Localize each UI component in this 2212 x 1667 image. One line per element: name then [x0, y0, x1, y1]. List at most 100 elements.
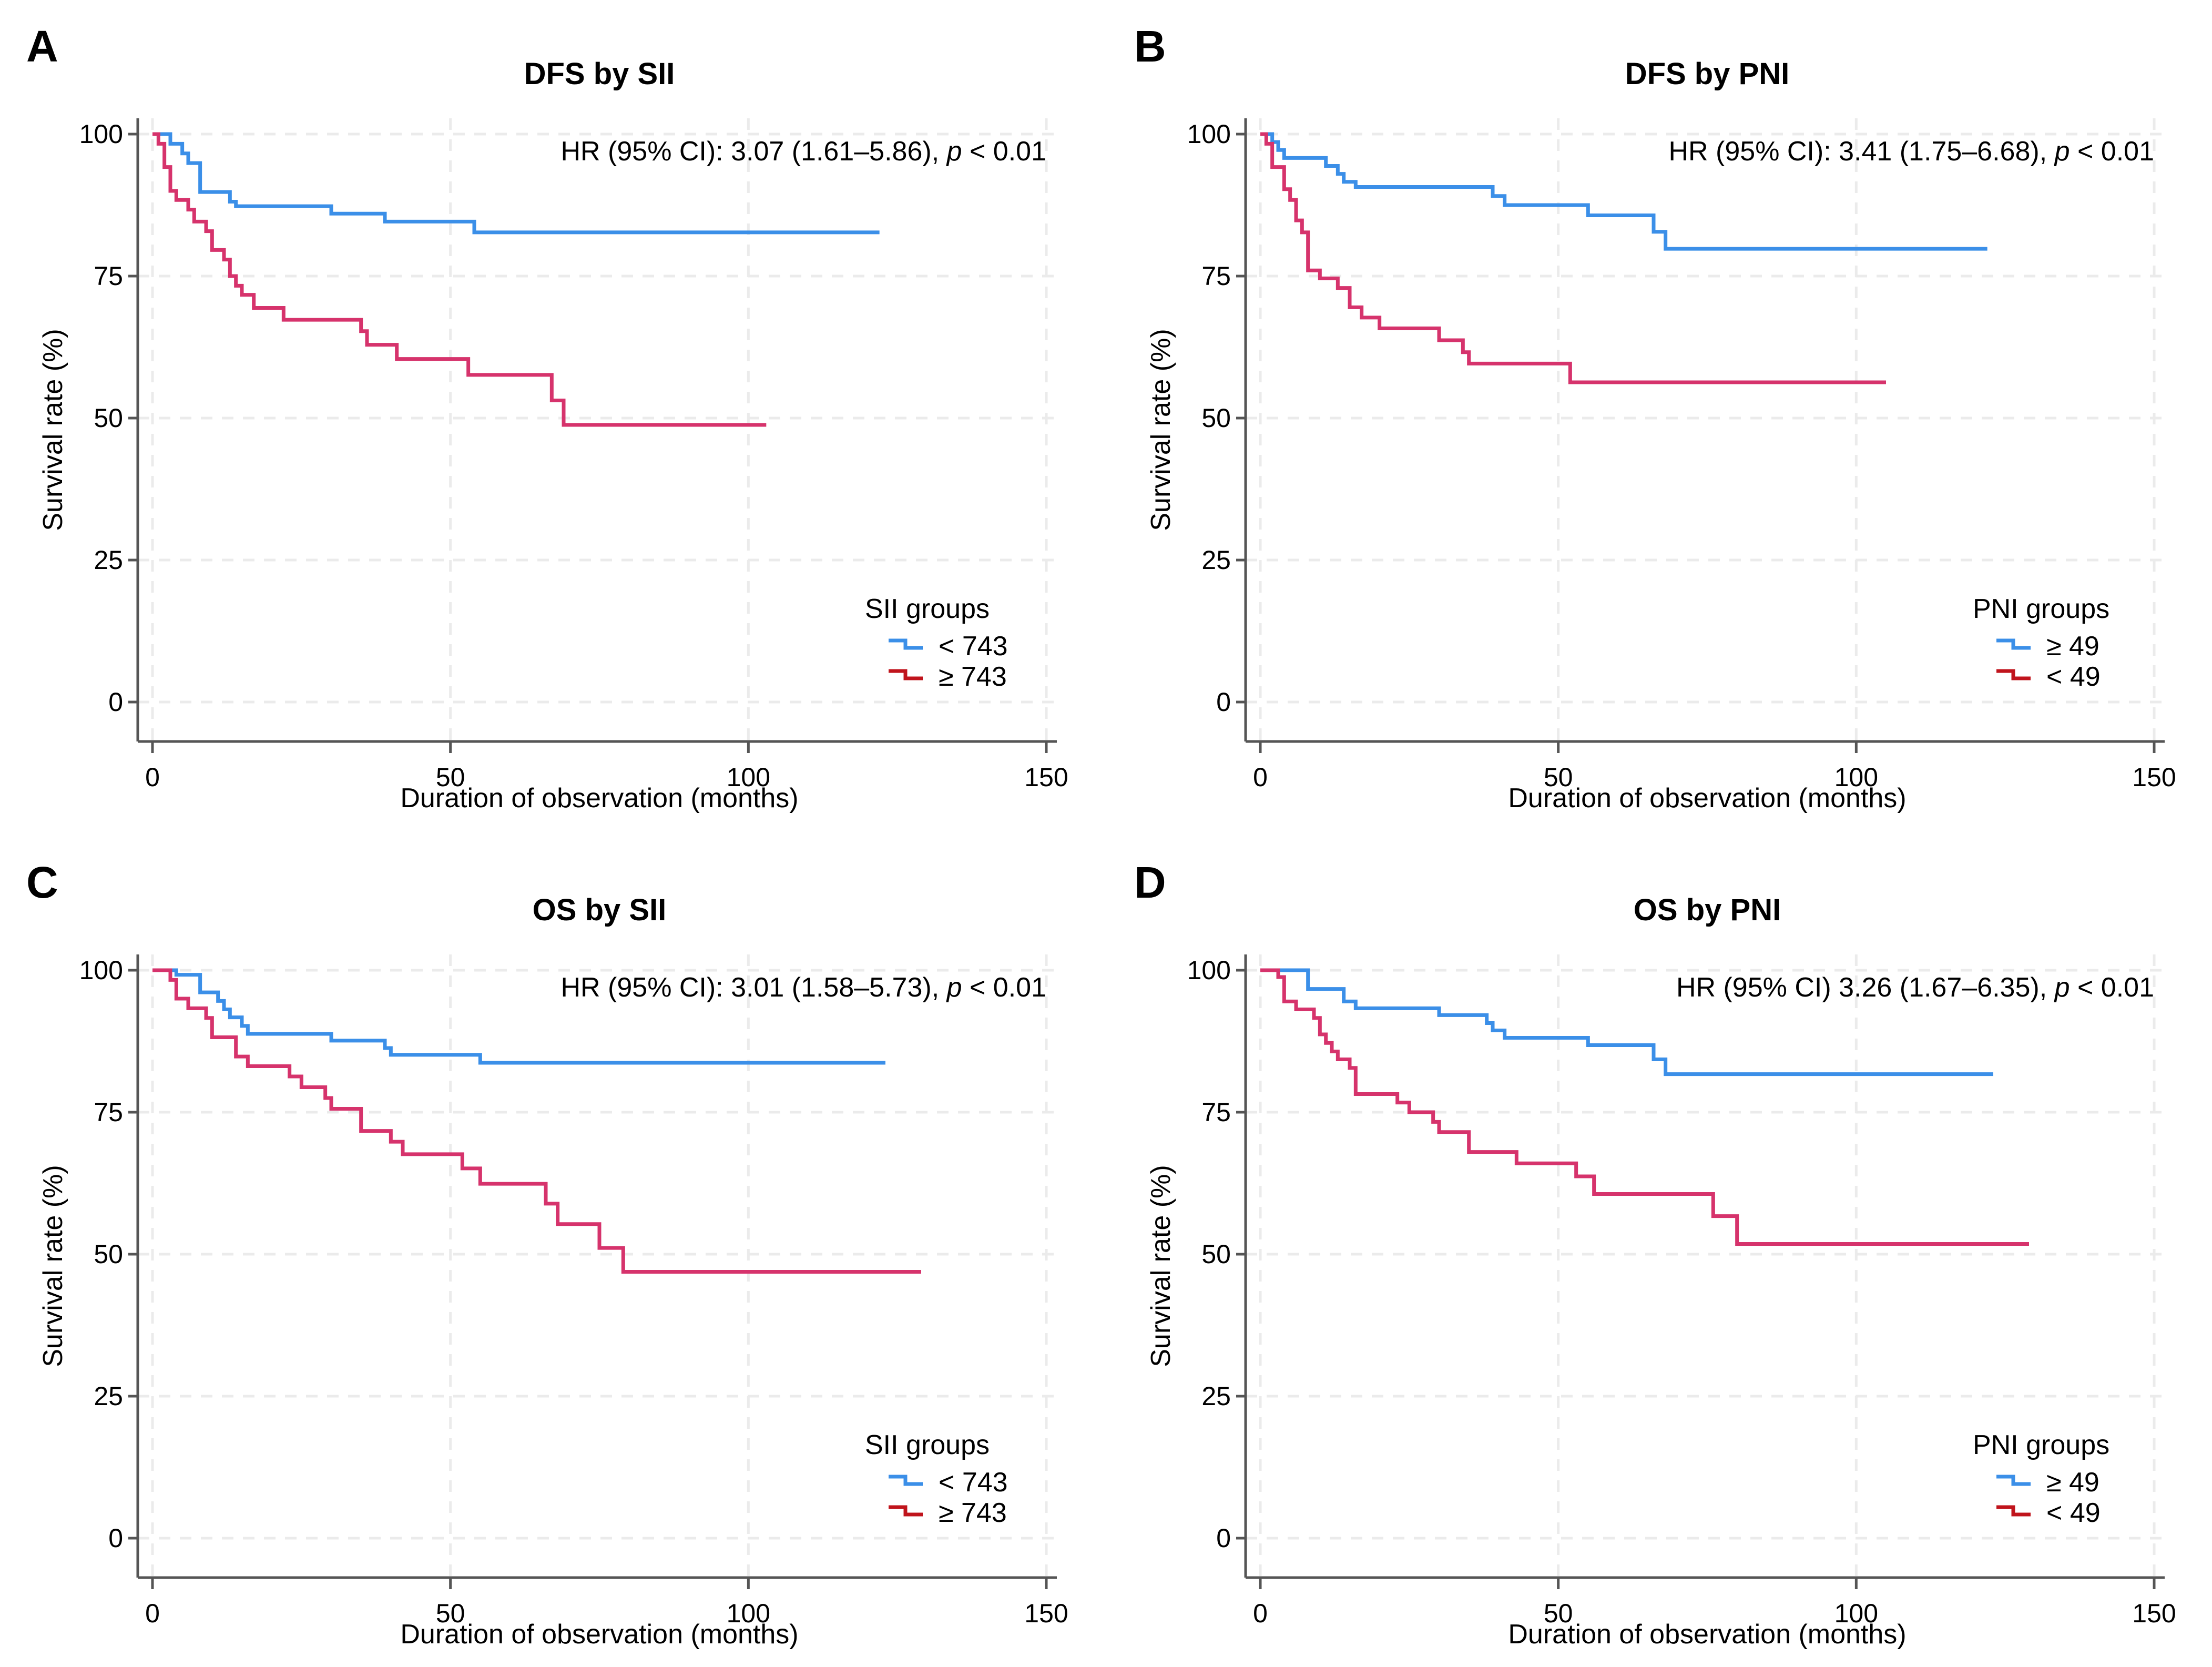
legend: PNI groups ≥ 49< 49 — [1973, 594, 2109, 692]
y-tick-label: 100 — [79, 956, 123, 985]
x-axis-label: Duration of observation (months) — [400, 783, 798, 814]
legend-label: < 49 — [2046, 662, 2101, 692]
y-tick-label: 0 — [1216, 687, 1231, 717]
hr-annotation: HR (95% CI): 3.01 (1.58–5.73), p < 0.01 — [560, 972, 1046, 1003]
hr-text: HR (95% CI): 3.41 (1.75–6.68), — [1668, 136, 2054, 167]
y-tick-label: 25 — [94, 1381, 123, 1411]
hr-p-value: < 0.01 — [2070, 136, 2154, 167]
panel-letter: C — [26, 858, 58, 907]
x-axis-label: Duration of observation (months) — [1508, 783, 1906, 814]
km-curve-high-risk — [152, 132, 767, 427]
hr-annotation: HR (95% CI) 3.26 (1.67–6.35), p < 0.01 — [1676, 972, 2154, 1003]
x-tick-label: 50 — [1544, 763, 1573, 792]
y-axis-label: Survival rate (%) — [38, 1165, 68, 1367]
y-tick-label: 0 — [1216, 1523, 1231, 1553]
panel-b: B DFS by PNI 0 25 50 75 100 0 50 100 150 Duration o… — [1108, 0, 2212, 831]
x-tick-label: 150 — [2132, 1599, 2176, 1628]
legend-swatch — [1996, 638, 2031, 650]
y-tick-label: 75 — [94, 261, 123, 291]
y-axis-label: Survival rate (%) — [1146, 329, 1176, 531]
hr-p-symbol: p — [2054, 136, 2070, 167]
y-tick-label: 25 — [1201, 1381, 1231, 1411]
hr-p-value: < 0.01 — [962, 972, 1046, 1003]
legend-swatch — [1996, 1505, 2031, 1517]
legend-label: < 49 — [2046, 1498, 2101, 1528]
km-curve-high-risk — [152, 968, 921, 1274]
legend-swatch — [1996, 1475, 2031, 1486]
y-tick-label: 75 — [1201, 261, 1231, 291]
y-tick-label: 50 — [94, 1239, 123, 1269]
x-tick-label: 100 — [727, 1599, 770, 1628]
hr-p-symbol: p — [946, 136, 962, 167]
legend-label: ≥ 49 — [2046, 631, 2099, 662]
panel-letter: D — [1134, 858, 1166, 907]
gridlines — [1246, 118, 2165, 741]
legend-title: PNI groups — [1973, 1430, 2109, 1460]
x-tick-label: 0 — [1253, 763, 1268, 792]
legend-label: < 743 — [939, 1467, 1008, 1498]
y-axis-label: Survival rate (%) — [38, 329, 68, 531]
legend-label: ≥ 743 — [939, 1498, 1007, 1528]
legend-label: < 743 — [939, 631, 1008, 662]
chart-title: DFS by PNI — [1625, 57, 1790, 91]
panel-letter: B — [1134, 22, 1166, 71]
panel-c: C OS by SII 0 25 50 75 100 0 50 100 150 Duration of… — [0, 836, 1104, 1667]
km-chart: DFS by SII 0 25 50 75 100 0 50 100 150 Duration of… — [38, 57, 1068, 814]
x-tick-label: 50 — [1544, 1599, 1573, 1628]
x-tick-label: 0 — [1253, 1599, 1268, 1628]
y-tick-label: 0 — [108, 1523, 123, 1553]
hr-text: HR (95% CI) 3.26 (1.67–6.35), — [1676, 972, 2055, 1003]
y-tick-label: 50 — [94, 403, 123, 433]
x-axis-label: Duration of observation (months) — [1508, 1619, 1906, 1650]
legend-title: PNI groups — [1973, 594, 2109, 624]
chart-title: DFS by SII — [524, 57, 675, 91]
hr-p-value: < 0.01 — [2070, 972, 2154, 1003]
legend-swatch — [889, 1475, 923, 1486]
y-tick-label: 50 — [1201, 1239, 1231, 1269]
legend: PNI groups ≥ 49< 49 — [1973, 1430, 2109, 1528]
km-curve-low-risk — [1260, 132, 1987, 251]
legend-swatch — [1996, 669, 2031, 680]
y-tick-label: 75 — [1201, 1097, 1231, 1127]
km-chart: OS by SII 0 25 50 75 100 0 50 100 150 Duration of … — [38, 893, 1068, 1650]
x-tick-label: 150 — [1024, 763, 1068, 792]
legend: SII groups < 743≥ 743 — [865, 1430, 1008, 1528]
y-tick-label: 100 — [1187, 956, 1231, 985]
x-tick-label: 0 — [145, 1599, 160, 1628]
hr-text: HR (95% CI): 3.01 (1.58–5.73), — [560, 972, 946, 1003]
km-curve-low-risk — [1260, 968, 1993, 1076]
legend-label: ≥ 49 — [2046, 1467, 2099, 1498]
y-axis-label: Survival rate (%) — [1146, 1165, 1176, 1367]
panel-d: D OS by PNI 0 25 50 75 100 0 50 100 150 Duration of… — [1108, 836, 2212, 1667]
y-tick-label: 75 — [94, 1097, 123, 1127]
gridlines — [1246, 954, 2165, 1578]
hr-annotation: HR (95% CI): 3.41 (1.75–6.68), p < 0.01 — [1668, 136, 2154, 167]
legend-label: ≥ 743 — [939, 662, 1007, 692]
km-curve-high-risk — [1260, 132, 1886, 384]
y-tick-label: 0 — [108, 687, 123, 717]
km-chart: OS by PNI 0 25 50 75 100 0 50 100 150 Duration of … — [1146, 893, 2176, 1650]
km-curve-low-risk — [152, 968, 885, 1065]
km-curve-low-risk — [152, 132, 880, 235]
panel-a: A DFS by SII 0 25 50 75 100 0 50 100 150 Duration o… — [0, 0, 1104, 831]
chart-title: OS by SII — [533, 893, 667, 927]
km-chart: DFS by PNI 0 25 50 75 100 0 50 100 150 Duration of… — [1146, 57, 2176, 814]
chart-title: OS by PNI — [1634, 893, 1781, 927]
y-tick-label: 25 — [94, 545, 123, 575]
x-tick-label: 100 — [727, 763, 770, 792]
legend-swatch — [889, 638, 923, 650]
legend: SII groups < 743≥ 743 — [865, 594, 1008, 692]
hr-p-value: < 0.01 — [962, 136, 1046, 167]
y-tick-label: 25 — [1201, 545, 1231, 575]
legend-title: SII groups — [865, 594, 990, 624]
x-axis-label: Duration of observation (months) — [400, 1619, 798, 1650]
x-tick-label: 50 — [436, 1599, 465, 1628]
hr-p-symbol: p — [946, 972, 962, 1003]
y-tick-label: 100 — [1187, 119, 1231, 149]
y-tick-label: 50 — [1201, 403, 1231, 433]
x-tick-label: 150 — [2132, 763, 2176, 792]
hr-annotation: HR (95% CI): 3.07 (1.61–5.86), p < 0.01 — [560, 136, 1046, 167]
x-tick-label: 0 — [145, 763, 160, 792]
legend-swatch — [889, 669, 923, 680]
x-tick-label: 100 — [1834, 1599, 1878, 1628]
